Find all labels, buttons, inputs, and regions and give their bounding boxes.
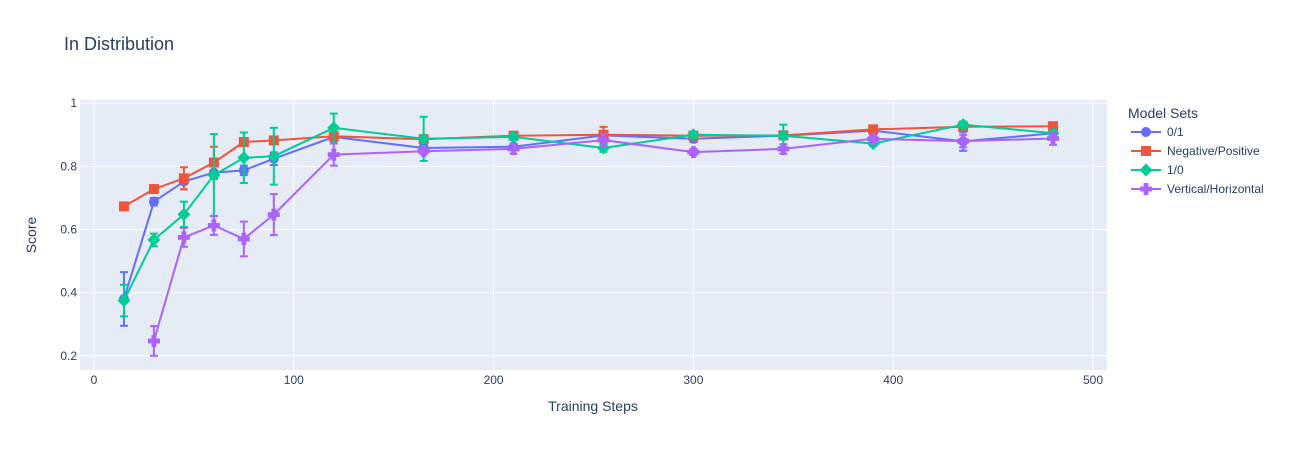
x-tick-label: 200 — [484, 373, 504, 387]
x-tick-label: 300 — [683, 373, 703, 387]
y-tick-label: 0.6 — [60, 222, 77, 236]
legend-label: 0/1 — [1167, 125, 1184, 139]
data-point[interactable] — [207, 219, 220, 232]
data-point[interactable] — [327, 121, 341, 135]
plot-area[interactable] — [80, 100, 1107, 370]
y-tick-label: 0.4 — [60, 286, 77, 300]
markers — [147, 132, 1060, 347]
legend-marker[interactable] — [1140, 183, 1152, 195]
data-point[interactable] — [956, 118, 970, 132]
x-tick-label: 500 — [1083, 373, 1103, 387]
x-tick-label: 100 — [284, 373, 304, 387]
data-point[interactable] — [507, 142, 520, 155]
y-tick-label: 0.8 — [60, 159, 77, 173]
legend-label: Negative/Positive — [1167, 144, 1260, 158]
data-point[interactable] — [178, 173, 189, 184]
data-point[interactable] — [417, 132, 431, 146]
data-point[interactable] — [267, 149, 281, 163]
data-point[interactable] — [237, 232, 250, 245]
data-point[interactable] — [777, 142, 790, 155]
legend: Model Sets 0/1 Negative/Positive 1/0 Vertic… — [1128, 105, 1264, 196]
data-point[interactable] — [867, 132, 880, 145]
data-point[interactable] — [207, 168, 221, 182]
series-layer — [117, 112, 1060, 357]
legend-title: Model Sets — [1128, 105, 1198, 121]
data-point[interactable] — [957, 135, 970, 148]
x-axis-title: Training Steps — [548, 398, 638, 414]
legend-item[interactable]: 0/1 — [1131, 125, 1184, 139]
legend-item[interactable]: Negative/Positive — [1131, 144, 1260, 158]
data-point[interactable] — [597, 134, 610, 147]
data-point[interactable] — [417, 145, 430, 158]
data-point[interactable] — [148, 196, 159, 207]
y-axis-title: Score — [23, 217, 39, 254]
data-point[interactable] — [177, 231, 190, 244]
y-tick-label: 0.2 — [60, 349, 77, 363]
gridlines — [80, 100, 1107, 370]
data-point[interactable] — [147, 334, 160, 347]
data-point[interactable] — [687, 146, 700, 159]
legend-label: 1/0 — [1167, 163, 1184, 177]
legend-label: Vertical/Horizontal — [1167, 182, 1264, 196]
data-point[interactable] — [267, 208, 280, 221]
x-tick-label: 400 — [883, 373, 903, 387]
series-3 — [147, 131, 1060, 357]
legend-item[interactable]: 1/0 — [1131, 163, 1184, 177]
markers — [117, 118, 1060, 308]
data-point[interactable] — [117, 294, 131, 308]
legend-item[interactable]: Vertical/Horizontal — [1131, 182, 1264, 196]
legend-marker[interactable] — [1141, 127, 1151, 137]
x-tick-label: 0 — [91, 373, 98, 387]
legend-marker[interactable] — [1141, 146, 1151, 156]
data-point[interactable] — [596, 141, 610, 155]
data-point[interactable] — [1047, 132, 1060, 145]
data-point[interactable] — [686, 128, 700, 142]
series-2 — [117, 112, 1060, 318]
data-point[interactable] — [868, 124, 879, 135]
data-point[interactable] — [148, 184, 159, 195]
data-point[interactable] — [237, 151, 251, 165]
data-point[interactable] — [118, 201, 129, 212]
y-tick-label: 1 — [70, 96, 77, 110]
data-point[interactable] — [177, 207, 191, 221]
data-point[interactable] — [147, 233, 161, 247]
tick-labels: 0 100 200 300 400 500 0.2 0.4 0.6 0.8 1 — [60, 96, 1103, 387]
legend-marker[interactable] — [1139, 163, 1153, 177]
data-point[interactable] — [327, 148, 340, 161]
data-point[interactable] — [507, 130, 521, 144]
data-point[interactable] — [776, 129, 790, 143]
data-point[interactable] — [1048, 121, 1059, 132]
chart-title: In Distribution — [64, 34, 174, 54]
